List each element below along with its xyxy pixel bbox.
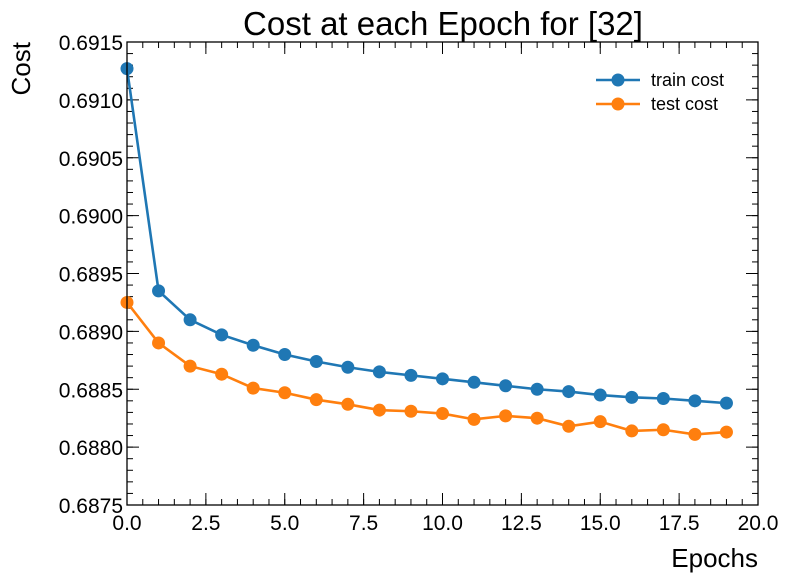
y-tick-label: 0.6890 [59, 321, 123, 344]
data-point [309, 393, 323, 407]
y-tick-label: 0.6905 [59, 148, 123, 171]
series-line [125, 68, 727, 405]
x-tick-label: 10.0 [422, 512, 463, 535]
data-point [656, 423, 670, 437]
y-tick-label: 0.6895 [59, 264, 123, 287]
data-point [246, 381, 260, 395]
data-point [688, 427, 702, 441]
series-layer [120, 62, 733, 441]
data-point [215, 367, 229, 381]
data-point [278, 348, 292, 362]
data-point [467, 412, 481, 426]
data-point [625, 424, 639, 438]
data-point [183, 359, 197, 373]
data-point [719, 396, 733, 410]
data-point [372, 365, 386, 379]
legend-label: train cost [651, 70, 724, 90]
data-point [152, 336, 166, 350]
data-point [309, 354, 323, 368]
y-tick-label: 0.6910 [59, 90, 123, 113]
data-point [341, 397, 355, 411]
data-point [246, 338, 260, 352]
y-axis-label: Cost [6, 41, 36, 95]
legend: train cost test cost [596, 70, 724, 114]
x-tick-label: 2.5 [191, 512, 220, 535]
data-point [436, 372, 449, 386]
data-point [562, 385, 576, 399]
chart-title: Cost at each Epoch for [32] [243, 5, 643, 42]
x-tick-label: 0.0 [112, 512, 141, 535]
x-tick-label: 7.5 [349, 512, 378, 535]
y-tick-label: 0.6900 [59, 206, 123, 229]
data-point [562, 419, 576, 433]
data-point [372, 403, 386, 417]
y-tick-label: 0.6885 [59, 379, 123, 402]
x-tick-label: 5.0 [270, 512, 299, 535]
x-axis-label: Epochs [671, 543, 758, 573]
data-point [593, 415, 607, 429]
x-tick-label: 15.0 [580, 512, 621, 535]
data-point [688, 394, 702, 408]
legend-marker [611, 97, 625, 111]
data-point [625, 390, 639, 404]
legend-label: test cost [651, 94, 718, 114]
x-tick-label: 12.5 [501, 512, 542, 535]
data-point [278, 386, 292, 400]
data-point [656, 392, 670, 406]
data-point [530, 382, 544, 396]
axis-ticks: 0.0 2.5 5.0 7.5 10.0 12.5 15.0 17.5 20.0 0.6875 0.… [59, 32, 779, 535]
x-tick-label: 20.0 [738, 512, 779, 535]
y-tick-label: 0.6875 [59, 495, 123, 518]
series-line [125, 301, 727, 436]
data-point [499, 379, 513, 393]
data-point [719, 425, 733, 439]
y-tick-label: 0.6880 [59, 437, 123, 460]
data-point [530, 411, 544, 425]
data-point [341, 360, 355, 374]
data-point [436, 407, 449, 421]
plot-frame [126, 41, 759, 506]
data-point [593, 388, 607, 402]
data-point [152, 284, 166, 298]
data-point [499, 409, 513, 423]
y-tick-label: 0.6915 [59, 32, 123, 55]
x-tick-label: 17.5 [659, 512, 700, 535]
data-point [467, 375, 481, 389]
data-point [215, 328, 229, 342]
data-point [404, 368, 418, 382]
legend-marker [611, 73, 625, 87]
data-point [404, 404, 418, 418]
data-point [183, 313, 197, 327]
